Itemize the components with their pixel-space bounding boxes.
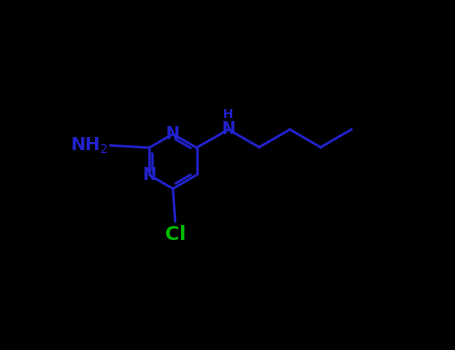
Text: NH$_2$: NH$_2$ [70, 135, 108, 155]
Text: H: H [223, 108, 233, 121]
Text: Cl: Cl [165, 225, 186, 244]
Text: N: N [222, 120, 235, 139]
Text: N: N [166, 125, 180, 143]
Text: N: N [142, 166, 156, 184]
